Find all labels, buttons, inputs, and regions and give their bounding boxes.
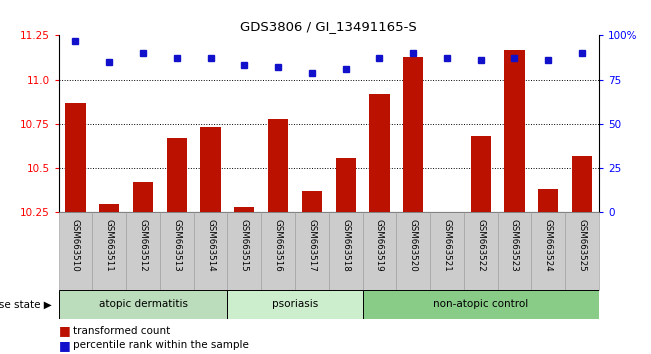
Text: GSM663519: GSM663519 (375, 219, 384, 271)
Text: ■: ■ (59, 325, 74, 337)
Bar (167, 138, 187, 212)
Bar (538, 189, 559, 212)
Text: GSM663515: GSM663515 (240, 219, 249, 272)
Bar (99, 204, 119, 212)
Bar (363, 290, 599, 319)
Bar (369, 94, 389, 212)
Text: psoriasis: psoriasis (272, 299, 318, 309)
Bar (363, 212, 396, 290)
Text: transformed count: transformed count (73, 326, 170, 336)
Bar (403, 57, 423, 212)
Text: atopic dermatitis: atopic dermatitis (98, 299, 187, 309)
Text: GSM663510: GSM663510 (71, 219, 80, 272)
Text: GSM663522: GSM663522 (477, 219, 485, 272)
Bar (329, 212, 363, 290)
Bar (505, 50, 525, 212)
Bar (234, 207, 255, 212)
Text: GSM663518: GSM663518 (341, 219, 350, 272)
Text: disease state ▶: disease state ▶ (0, 299, 52, 309)
Bar (430, 212, 464, 290)
Bar (59, 212, 92, 290)
Bar (194, 212, 227, 290)
Text: GSM663520: GSM663520 (409, 219, 418, 272)
Bar (565, 212, 599, 290)
Text: GSM663517: GSM663517 (307, 219, 316, 272)
Text: percentile rank within the sample: percentile rank within the sample (73, 340, 249, 350)
Title: GDS3806 / GI_13491165-S: GDS3806 / GI_13491165-S (240, 20, 417, 33)
Text: GSM663511: GSM663511 (105, 219, 114, 272)
Text: non-atopic control: non-atopic control (433, 299, 529, 309)
Text: GSM663524: GSM663524 (544, 219, 553, 272)
Bar (396, 212, 430, 290)
Bar (92, 212, 126, 290)
Text: GSM663523: GSM663523 (510, 219, 519, 272)
Text: GSM663516: GSM663516 (273, 219, 283, 272)
Bar (268, 119, 288, 212)
Bar (126, 212, 160, 290)
Text: ■: ■ (59, 339, 74, 352)
Bar (227, 290, 363, 319)
Bar (59, 290, 227, 319)
Bar (160, 212, 194, 290)
Bar (302, 191, 322, 212)
Bar (295, 212, 329, 290)
Text: GSM663521: GSM663521 (443, 219, 451, 272)
Bar (531, 212, 565, 290)
Text: GSM663512: GSM663512 (139, 219, 148, 272)
Bar (464, 212, 497, 290)
Text: GSM663514: GSM663514 (206, 219, 215, 272)
Bar (65, 103, 86, 212)
Text: GSM663525: GSM663525 (577, 219, 587, 272)
Bar (335, 158, 356, 212)
Bar (261, 212, 295, 290)
Bar (201, 127, 221, 212)
Bar (133, 182, 153, 212)
Bar (497, 212, 531, 290)
Text: GSM663513: GSM663513 (173, 219, 181, 272)
Bar (471, 136, 491, 212)
Bar (572, 156, 592, 212)
Bar (227, 212, 261, 290)
